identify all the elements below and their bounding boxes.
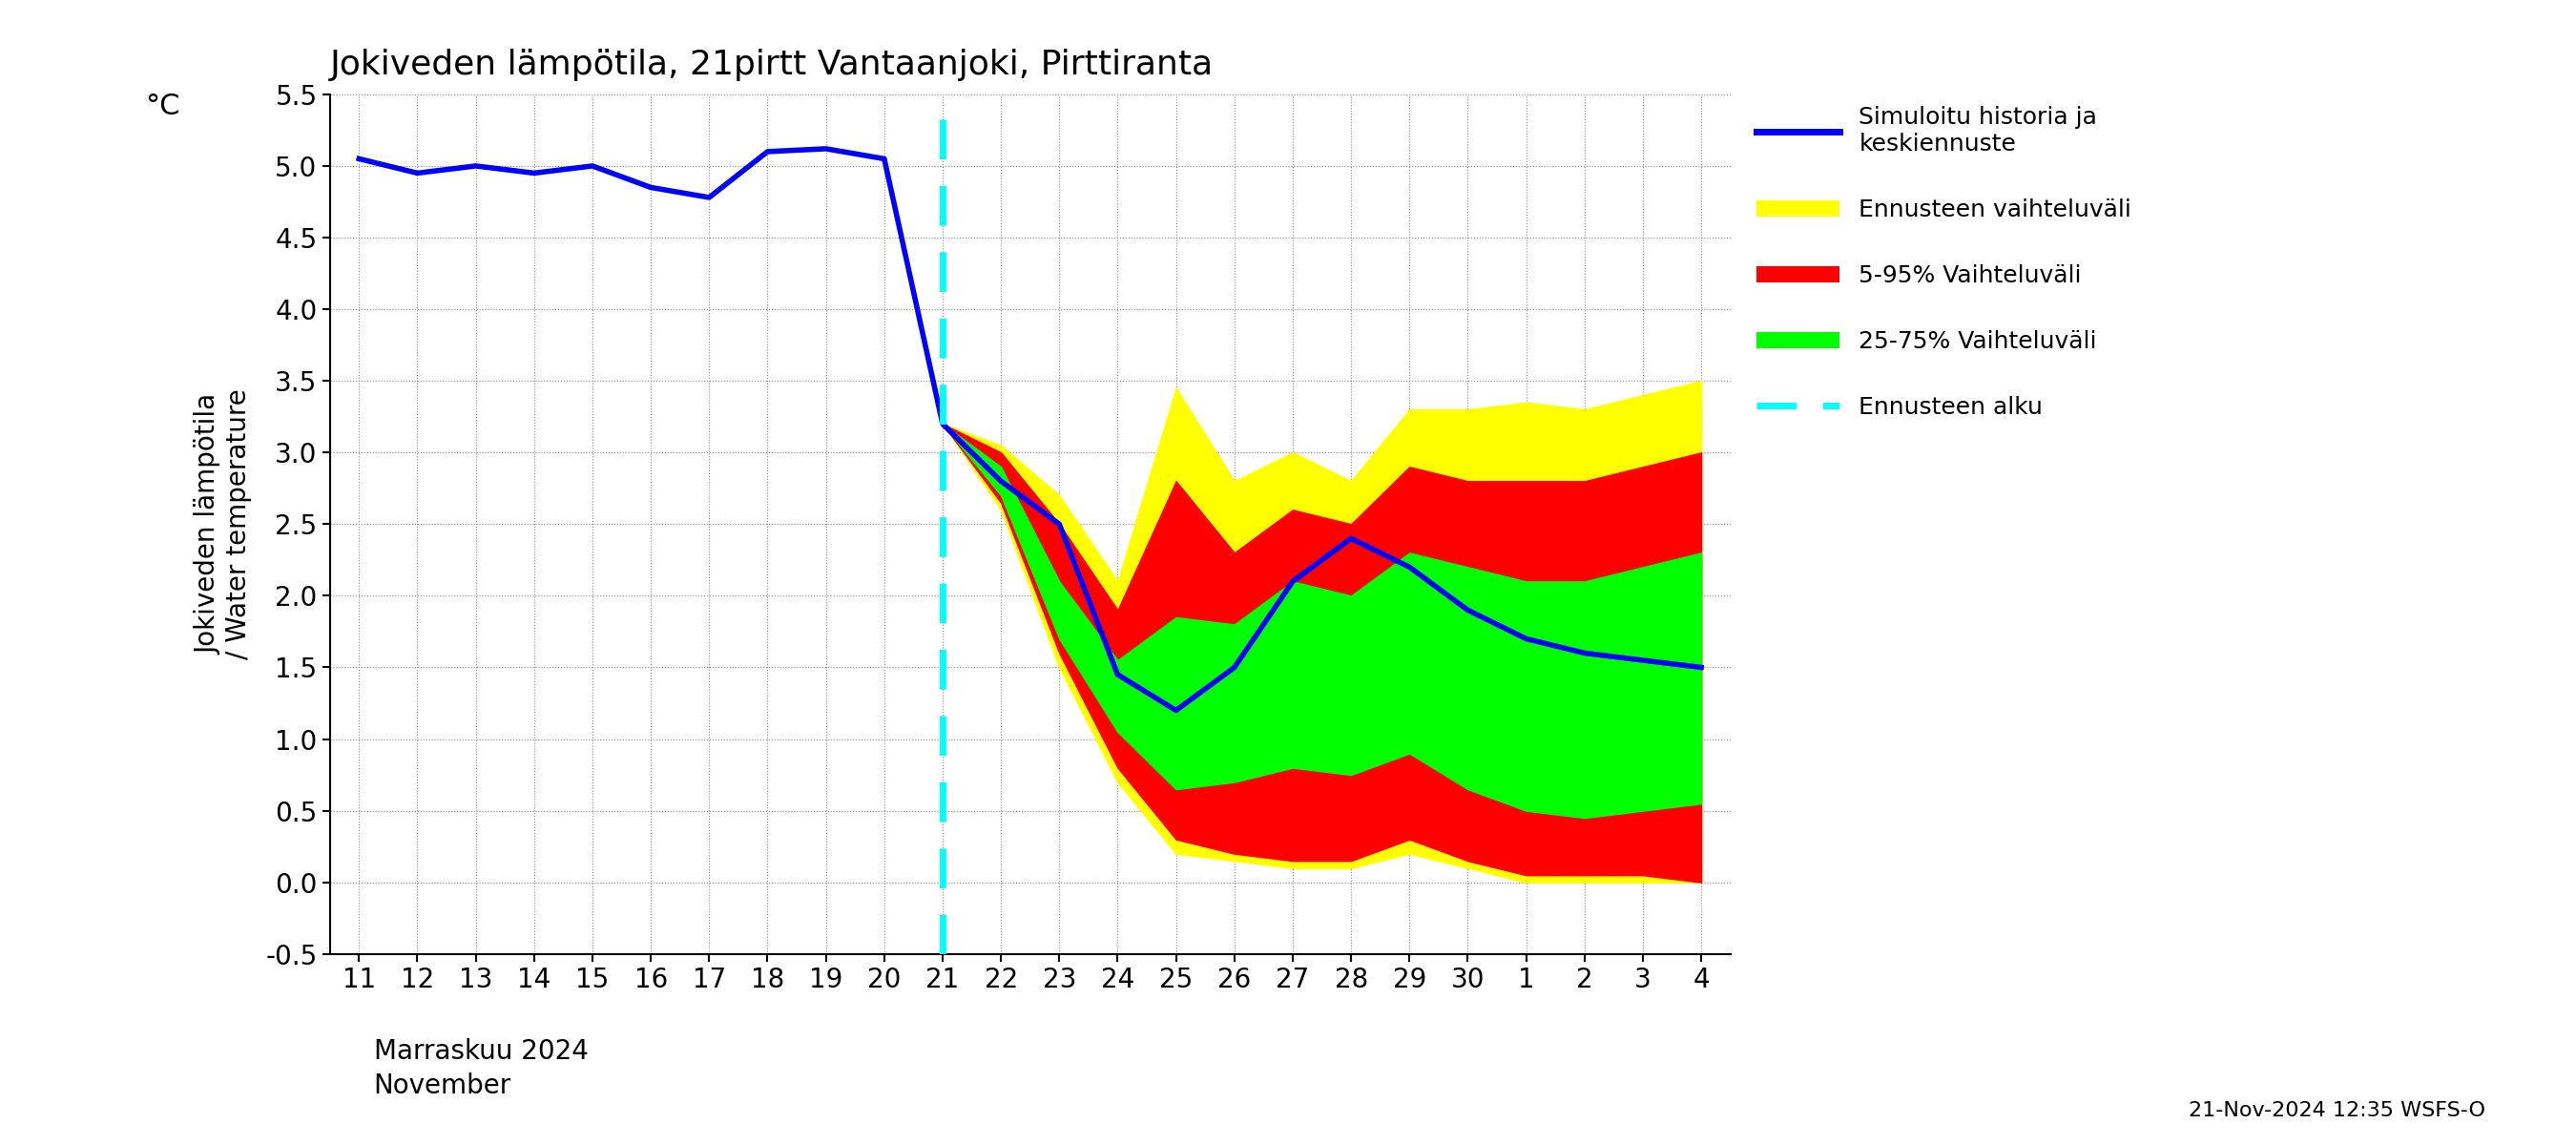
Text: 21-Nov-2024 12:35 WSFS-O: 21-Nov-2024 12:35 WSFS-O [2190, 1101, 2486, 1120]
Text: Jokiveden lämpötila, 21pirtt Vantaanjoki, Pirttiranta: Jokiveden lämpötila, 21pirtt Vantaanjoki… [330, 48, 1213, 81]
Text: November: November [374, 1073, 510, 1099]
Legend: Simuloitu historia ja
keskiennuste, Ennusteen vaihteluväli, 5-95% Vaihteluväli, : Simuloitu historia ja keskiennuste, Ennu… [1744, 94, 2143, 431]
Text: Marraskuu 2024: Marraskuu 2024 [374, 1039, 587, 1065]
Y-axis label: Jokiveden lämpötila
/ Water temperature: Jokiveden lämpötila / Water temperature [196, 389, 252, 660]
Text: °C: °C [144, 93, 180, 120]
